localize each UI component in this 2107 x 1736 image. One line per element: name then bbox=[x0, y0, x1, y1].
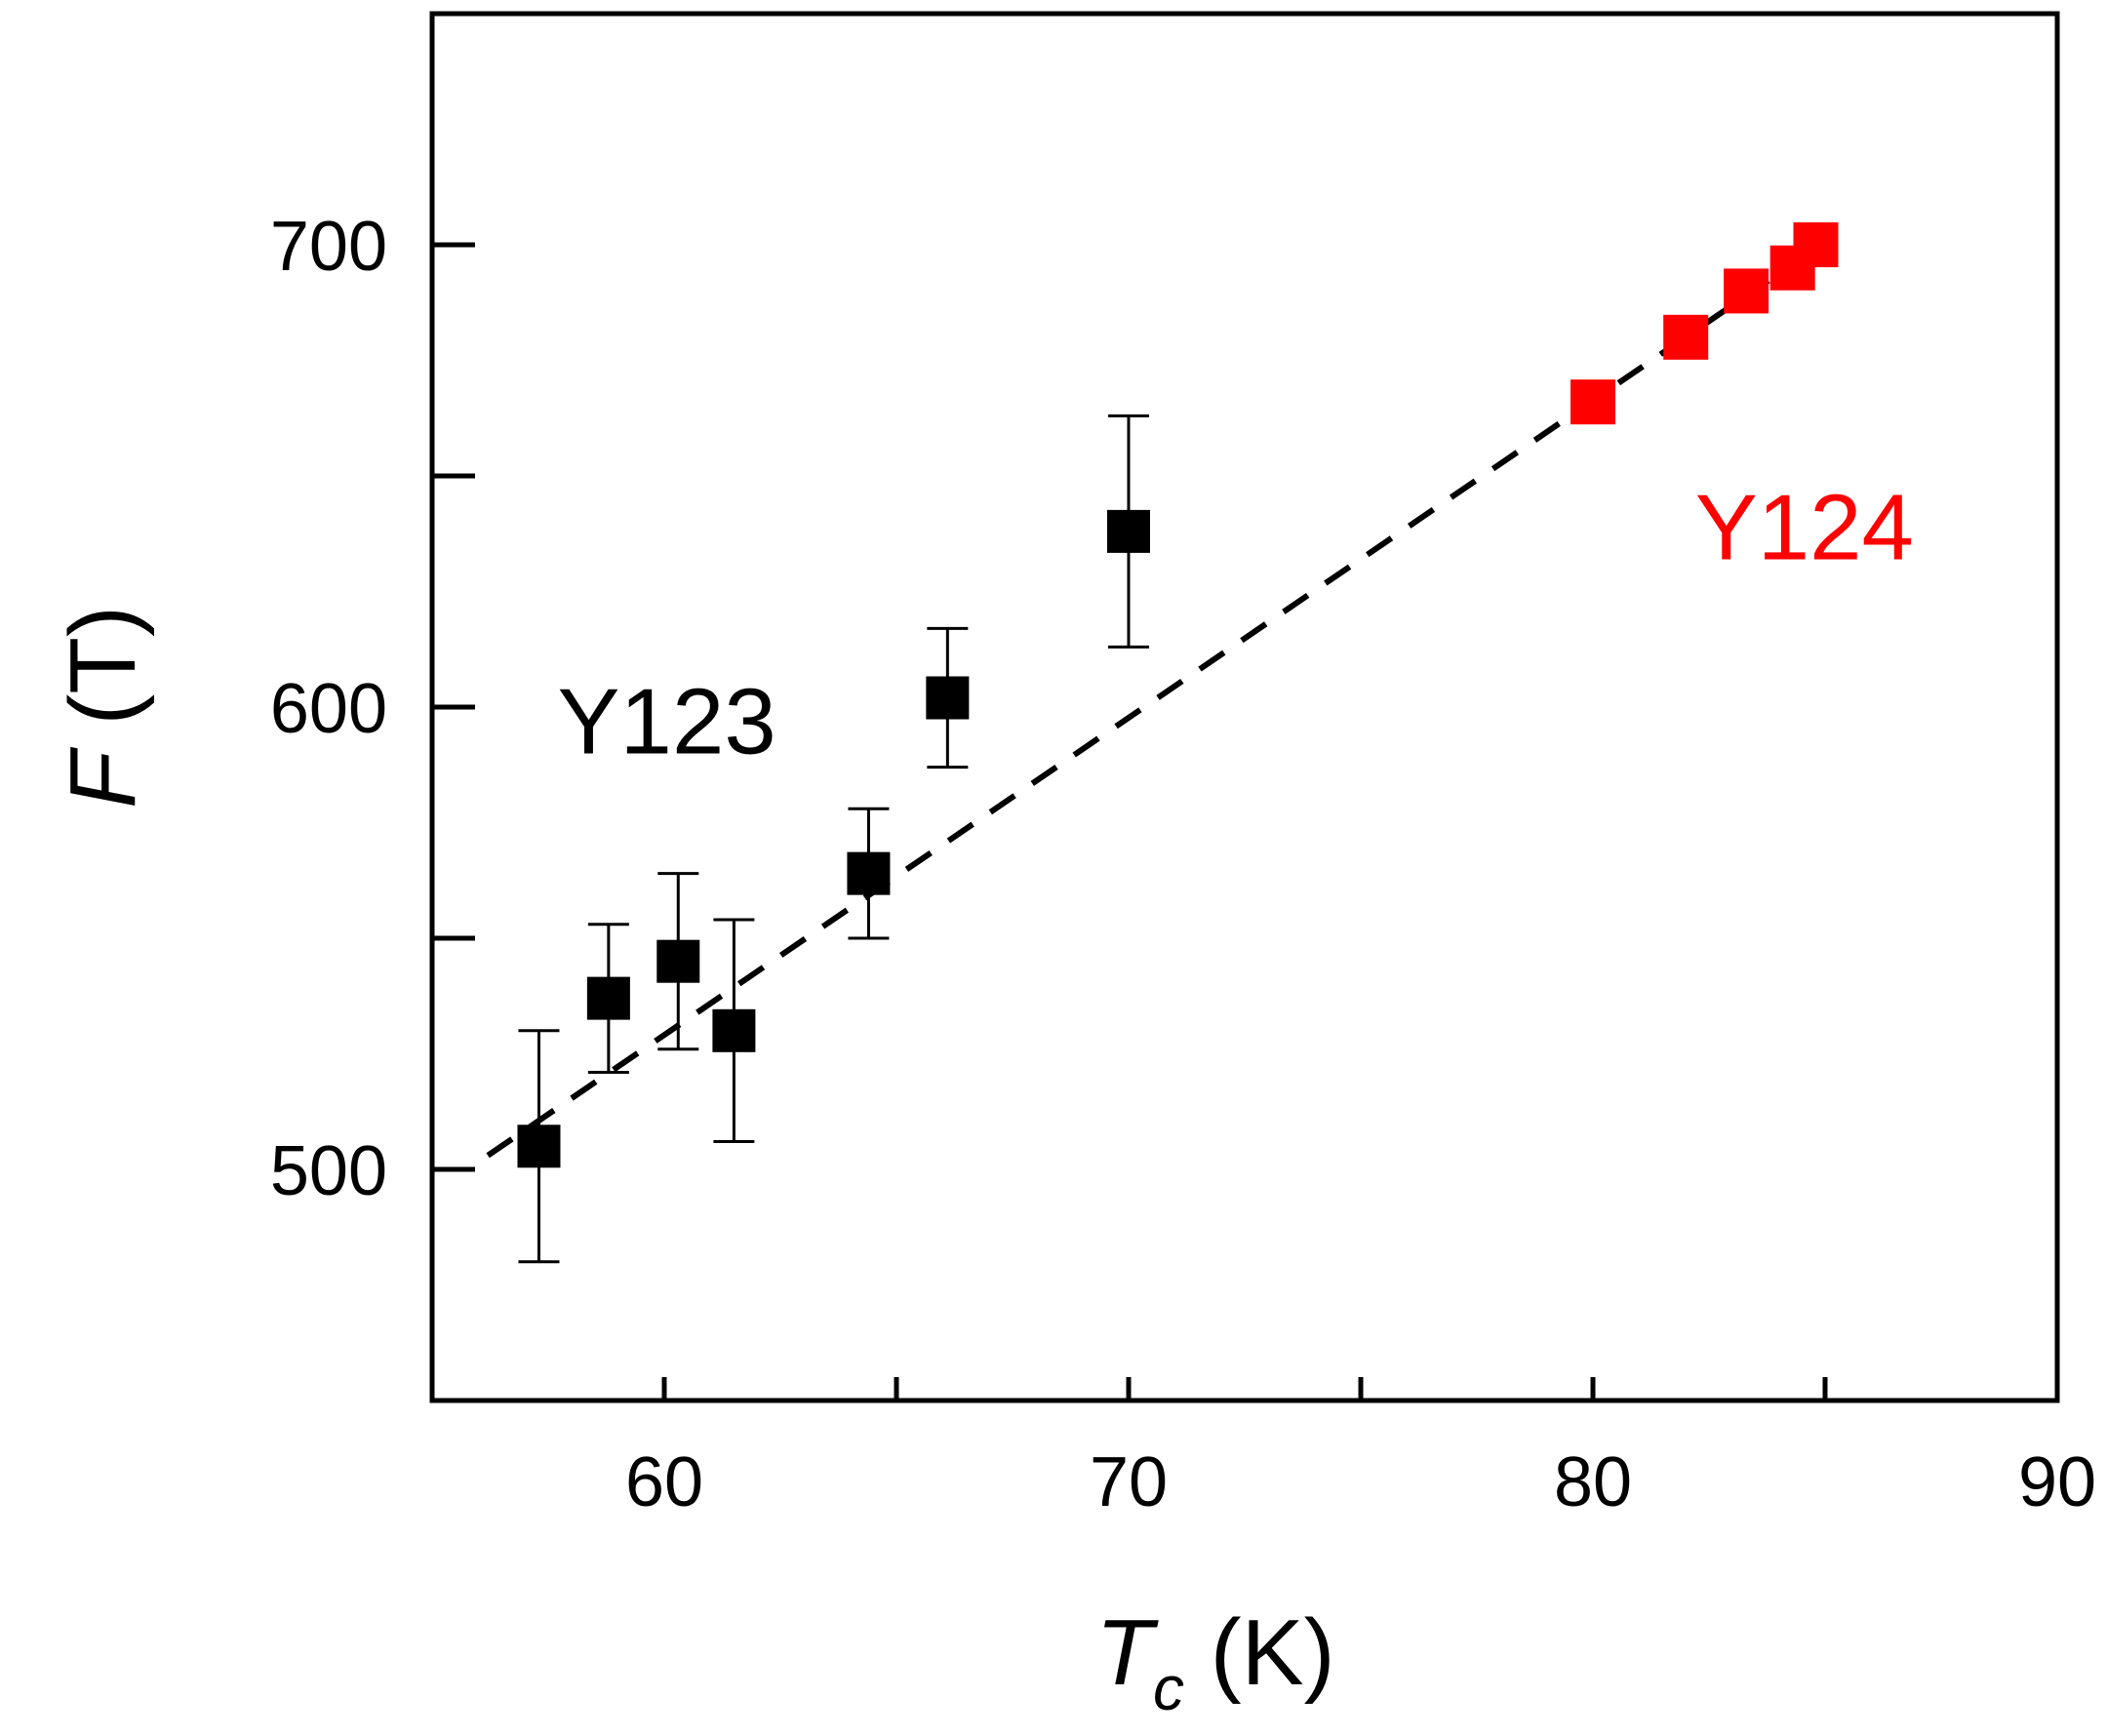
data-point-y124 bbox=[1793, 222, 1839, 267]
x-axis-title: Tc (K) bbox=[1095, 1600, 1334, 1723]
data-point-y124 bbox=[1724, 268, 1769, 314]
y-tick-label: 500 bbox=[270, 1132, 387, 1210]
data-point-y123 bbox=[926, 676, 970, 720]
data-point-y124 bbox=[1663, 314, 1709, 360]
data-markers bbox=[517, 222, 1839, 1168]
data-point-y123 bbox=[712, 1008, 756, 1052]
chart-text: 60 70 80 90 500 600 700 Y123 Y124 Tc (K) F (T) bbox=[51, 208, 2096, 1723]
y-tick-label: 600 bbox=[270, 670, 387, 748]
y-tick-label: 700 bbox=[270, 208, 387, 286]
x-tick-label: 80 bbox=[1554, 1443, 1632, 1521]
data-point-y123 bbox=[847, 851, 891, 895]
data-point-y124 bbox=[1570, 379, 1615, 425]
data-point-y123 bbox=[1107, 509, 1150, 553]
fit-line bbox=[486, 233, 1837, 1159]
x-tick-label: 60 bbox=[625, 1443, 703, 1521]
data-point-y123 bbox=[586, 976, 630, 1020]
axis-ticks bbox=[432, 242, 2060, 1401]
data-point-y123 bbox=[517, 1124, 561, 1168]
fit-line-layer bbox=[486, 233, 1837, 1159]
x-tick-label: 90 bbox=[2018, 1443, 2096, 1521]
x-tick-label: 70 bbox=[1090, 1443, 1168, 1521]
series-label-y123: Y123 bbox=[558, 669, 776, 773]
y-axis-title: F (T) bbox=[51, 606, 155, 809]
data-point-y123 bbox=[656, 939, 700, 983]
series-label-y124: Y124 bbox=[1695, 475, 1914, 579]
error-bars bbox=[518, 414, 1149, 1264]
